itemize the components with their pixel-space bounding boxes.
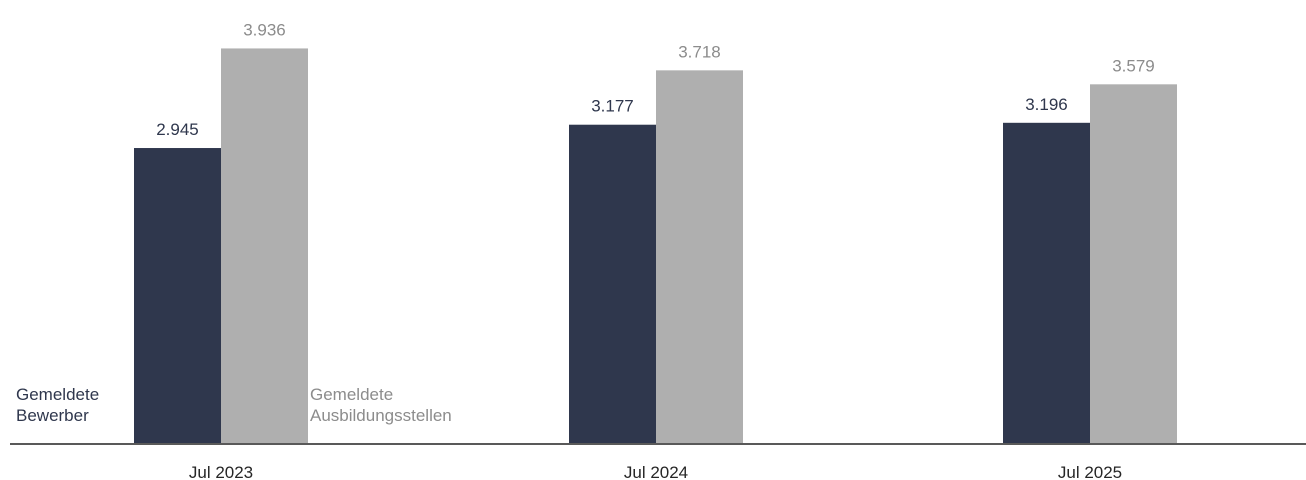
- series-label: Bewerber: [16, 406, 89, 425]
- bar-bewerber-1: [569, 124, 656, 445]
- x-tick-label: Jul 2023: [189, 463, 253, 480]
- value-label: 3.196: [1025, 95, 1068, 114]
- bar-ausbildungsstellen-1: [656, 70, 743, 444]
- bar-bewerber-0: [134, 148, 221, 444]
- bar-bewerber-2: [1003, 122, 1090, 444]
- value-label: 3.579: [1112, 56, 1155, 75]
- value-labels-layer: 2.945 3.936 3.177 3.718 3.196 3.579: [156, 20, 1155, 139]
- x-tick-labels: Jul 2023 Jul 2024 Jul 2025: [189, 463, 1122, 480]
- bar-ausbildungsstellen-0: [221, 48, 308, 444]
- value-label: 3.936: [243, 20, 286, 39]
- series-label: Gemeldete: [16, 385, 99, 404]
- bars-layer: [134, 48, 1177, 445]
- x-tick-label: Jul 2025: [1058, 463, 1122, 480]
- series-label: Gemeldete: [310, 385, 393, 404]
- value-label: 2.945: [156, 120, 199, 139]
- series-labels: Gemeldete Bewerber Gemeldete Ausbildungsste…: [16, 385, 452, 425]
- value-label: 3.718: [678, 42, 721, 61]
- x-tick-label: Jul 2024: [624, 463, 688, 480]
- value-label: 3.177: [591, 97, 634, 116]
- series-label: Ausbildungsstellen: [310, 406, 452, 425]
- bar-ausbildungsstellen-2: [1090, 84, 1177, 445]
